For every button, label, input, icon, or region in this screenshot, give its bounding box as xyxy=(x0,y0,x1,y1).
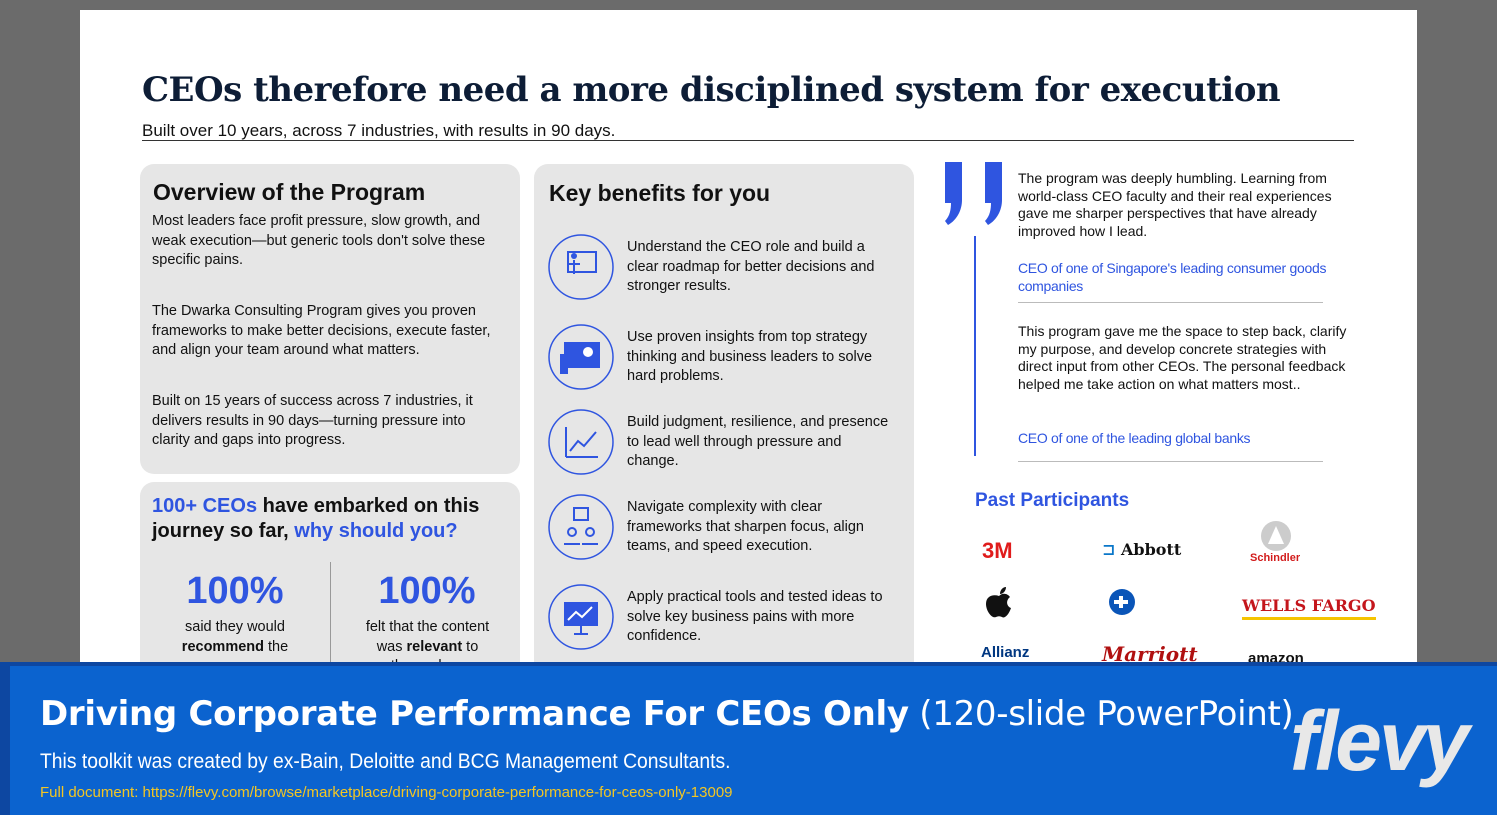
overview-title: Overview of the Program xyxy=(153,179,426,205)
benefit-text: Use proven insights from top strategy th… xyxy=(627,329,873,384)
logo: Allianz xyxy=(981,644,1030,661)
divider xyxy=(142,140,1354,141)
logo-mark xyxy=(1261,521,1291,551)
banner-body: Driving Corporate Performance For CEOs O… xyxy=(10,666,1497,815)
separator xyxy=(330,562,331,682)
logo: WELLS FARGO xyxy=(1242,596,1376,620)
text: felt that the content was xyxy=(365,619,490,655)
benefit-text: Apply practical tools and tested ideas t… xyxy=(627,589,883,644)
benefit-icon xyxy=(548,409,614,475)
divider xyxy=(1018,461,1323,462)
quote-rule xyxy=(974,236,976,456)
divider xyxy=(1018,302,1323,303)
text: recommend xyxy=(181,638,264,655)
paragraph: Most leaders face profit pressure, slow … xyxy=(152,213,486,268)
logo: Schindler xyxy=(1250,552,1301,564)
ceos-heading: 100+ CEOs have embarked on this journey … xyxy=(152,494,512,544)
benefit-icon xyxy=(548,494,614,560)
paragraph: Built on 15 years of success across 7 in… xyxy=(152,393,473,448)
benefit-icon xyxy=(548,584,614,650)
text: Driving Corporate Performance For CEOs O… xyxy=(40,694,909,734)
benefit-icon xyxy=(548,324,614,390)
benefits-title: Key benefits for you xyxy=(549,180,771,206)
logo: 3M xyxy=(982,538,1013,563)
text: Abbott xyxy=(1120,540,1182,559)
testimonial-author: CEO of one of the leading global banks xyxy=(1018,430,1251,446)
logo-mark xyxy=(1109,589,1135,615)
overview-card: Overview of the Program Most leaders fac… xyxy=(140,164,520,474)
benefit-text: Build judgment, resilience, and presence… xyxy=(627,414,889,469)
banner: Driving Corporate Performance For CEOs O… xyxy=(0,662,1497,815)
flevy-logo: flevy xyxy=(1290,694,1469,788)
benefit-text: Navigate complexity with clear framework… xyxy=(627,499,864,554)
paragraph: The Dwarka Consulting Program gives you … xyxy=(152,303,491,358)
text: said they would xyxy=(185,619,285,635)
testimonial-quote: This program gave me the space to step b… xyxy=(1018,323,1347,392)
testimonial-quote: The program was deeply humbling. Learnin… xyxy=(1018,170,1332,239)
benefit-text: Understand the CEO role and build a clea… xyxy=(627,239,875,294)
logo-mark xyxy=(986,587,1011,618)
highlight: 100+ CEOs xyxy=(152,495,258,517)
banner-link[interactable]: Full document: https://flevy.com/browse/… xyxy=(40,784,733,801)
participants-title: Past Participants xyxy=(975,490,1130,511)
text: have embarked on this journey so far, xyxy=(152,495,480,542)
text: relevant xyxy=(406,638,463,655)
text: (120-slide PowerPoint) xyxy=(908,694,1294,734)
highlight: why should you? xyxy=(294,520,458,542)
quote-icon xyxy=(945,162,1002,225)
text: the xyxy=(264,638,289,655)
slide: CEOs therefore need a more disciplined s… xyxy=(80,10,1417,815)
stat-text: said they would recommend the xyxy=(170,618,300,657)
logo: ⊐ Abbott xyxy=(1102,540,1182,559)
banner-title: Driving Corporate Performance For CEOs O… xyxy=(40,694,1294,734)
slide-subtitle: Built over 10 years, across 7 industries… xyxy=(142,121,616,140)
stat-value: 100% xyxy=(378,570,476,612)
testimonial-author: CEO of one of Singapore's leading consum… xyxy=(1018,260,1327,294)
benefit-icon xyxy=(548,234,614,300)
slide-title: CEOs therefore need a more disciplined s… xyxy=(142,70,1281,110)
benefits-card: Key benefits for you Understand the CEO … xyxy=(534,164,914,744)
banner-description: This toolkit was created by ex-Bain, Del… xyxy=(40,750,731,773)
stat-value: 100% xyxy=(186,570,284,612)
